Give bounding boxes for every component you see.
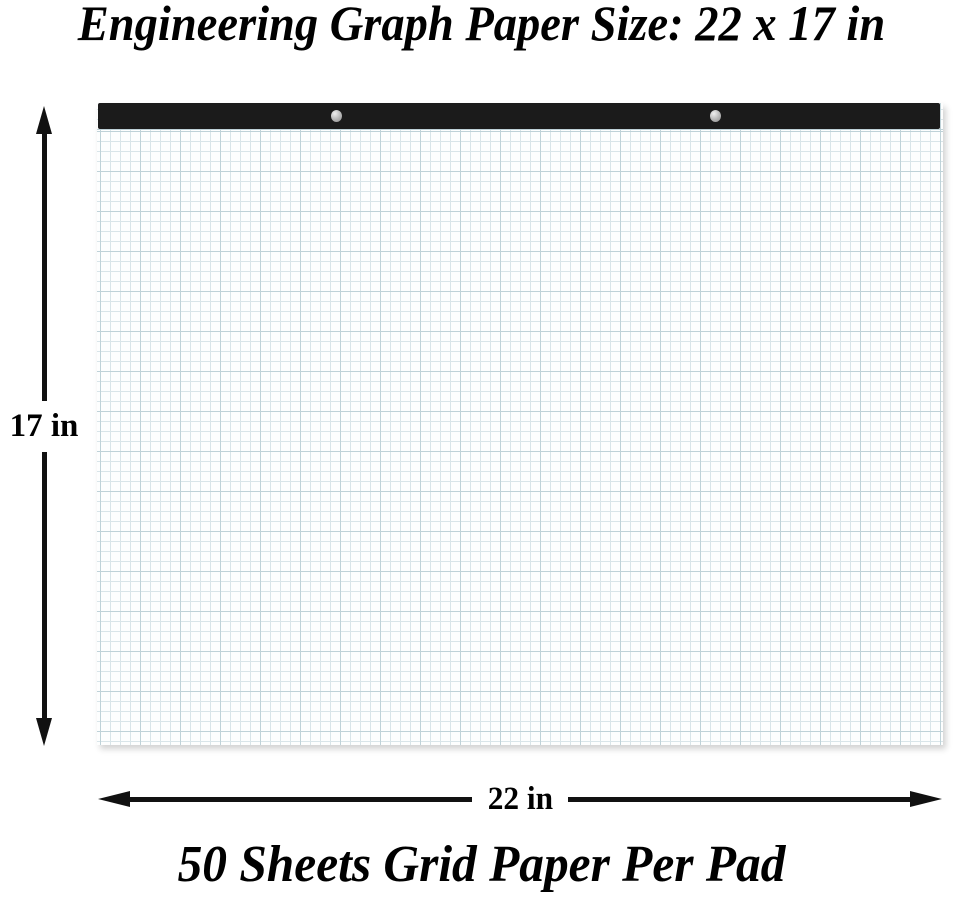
sheets-caption: 50 Sheets Grid Paper Per Pad xyxy=(177,836,786,893)
grid-paper-sheet xyxy=(97,103,943,745)
dimension-line xyxy=(568,796,910,802)
dimension-line xyxy=(41,134,47,401)
dimension-line xyxy=(130,796,472,802)
screw-rivet-icon xyxy=(331,110,342,122)
arrow-left-icon xyxy=(98,791,130,807)
arrow-right-icon xyxy=(910,791,942,807)
width-dimension-arrow: 22 in xyxy=(98,779,942,819)
height-dimension-arrow: 17 in xyxy=(0,106,88,746)
arrow-up-icon xyxy=(36,106,52,134)
page-title: Engineering Graph Paper Size: 22 x 17 in xyxy=(77,0,886,51)
graph-paper-pad xyxy=(97,103,943,745)
width-dimension-label: 22 in xyxy=(487,780,553,817)
height-dimension-label: 17 in xyxy=(9,407,79,444)
screw-rivet-icon xyxy=(710,110,721,122)
dimension-line xyxy=(41,451,47,718)
pad-binding-strip xyxy=(98,103,940,129)
arrow-down-icon xyxy=(36,718,52,746)
